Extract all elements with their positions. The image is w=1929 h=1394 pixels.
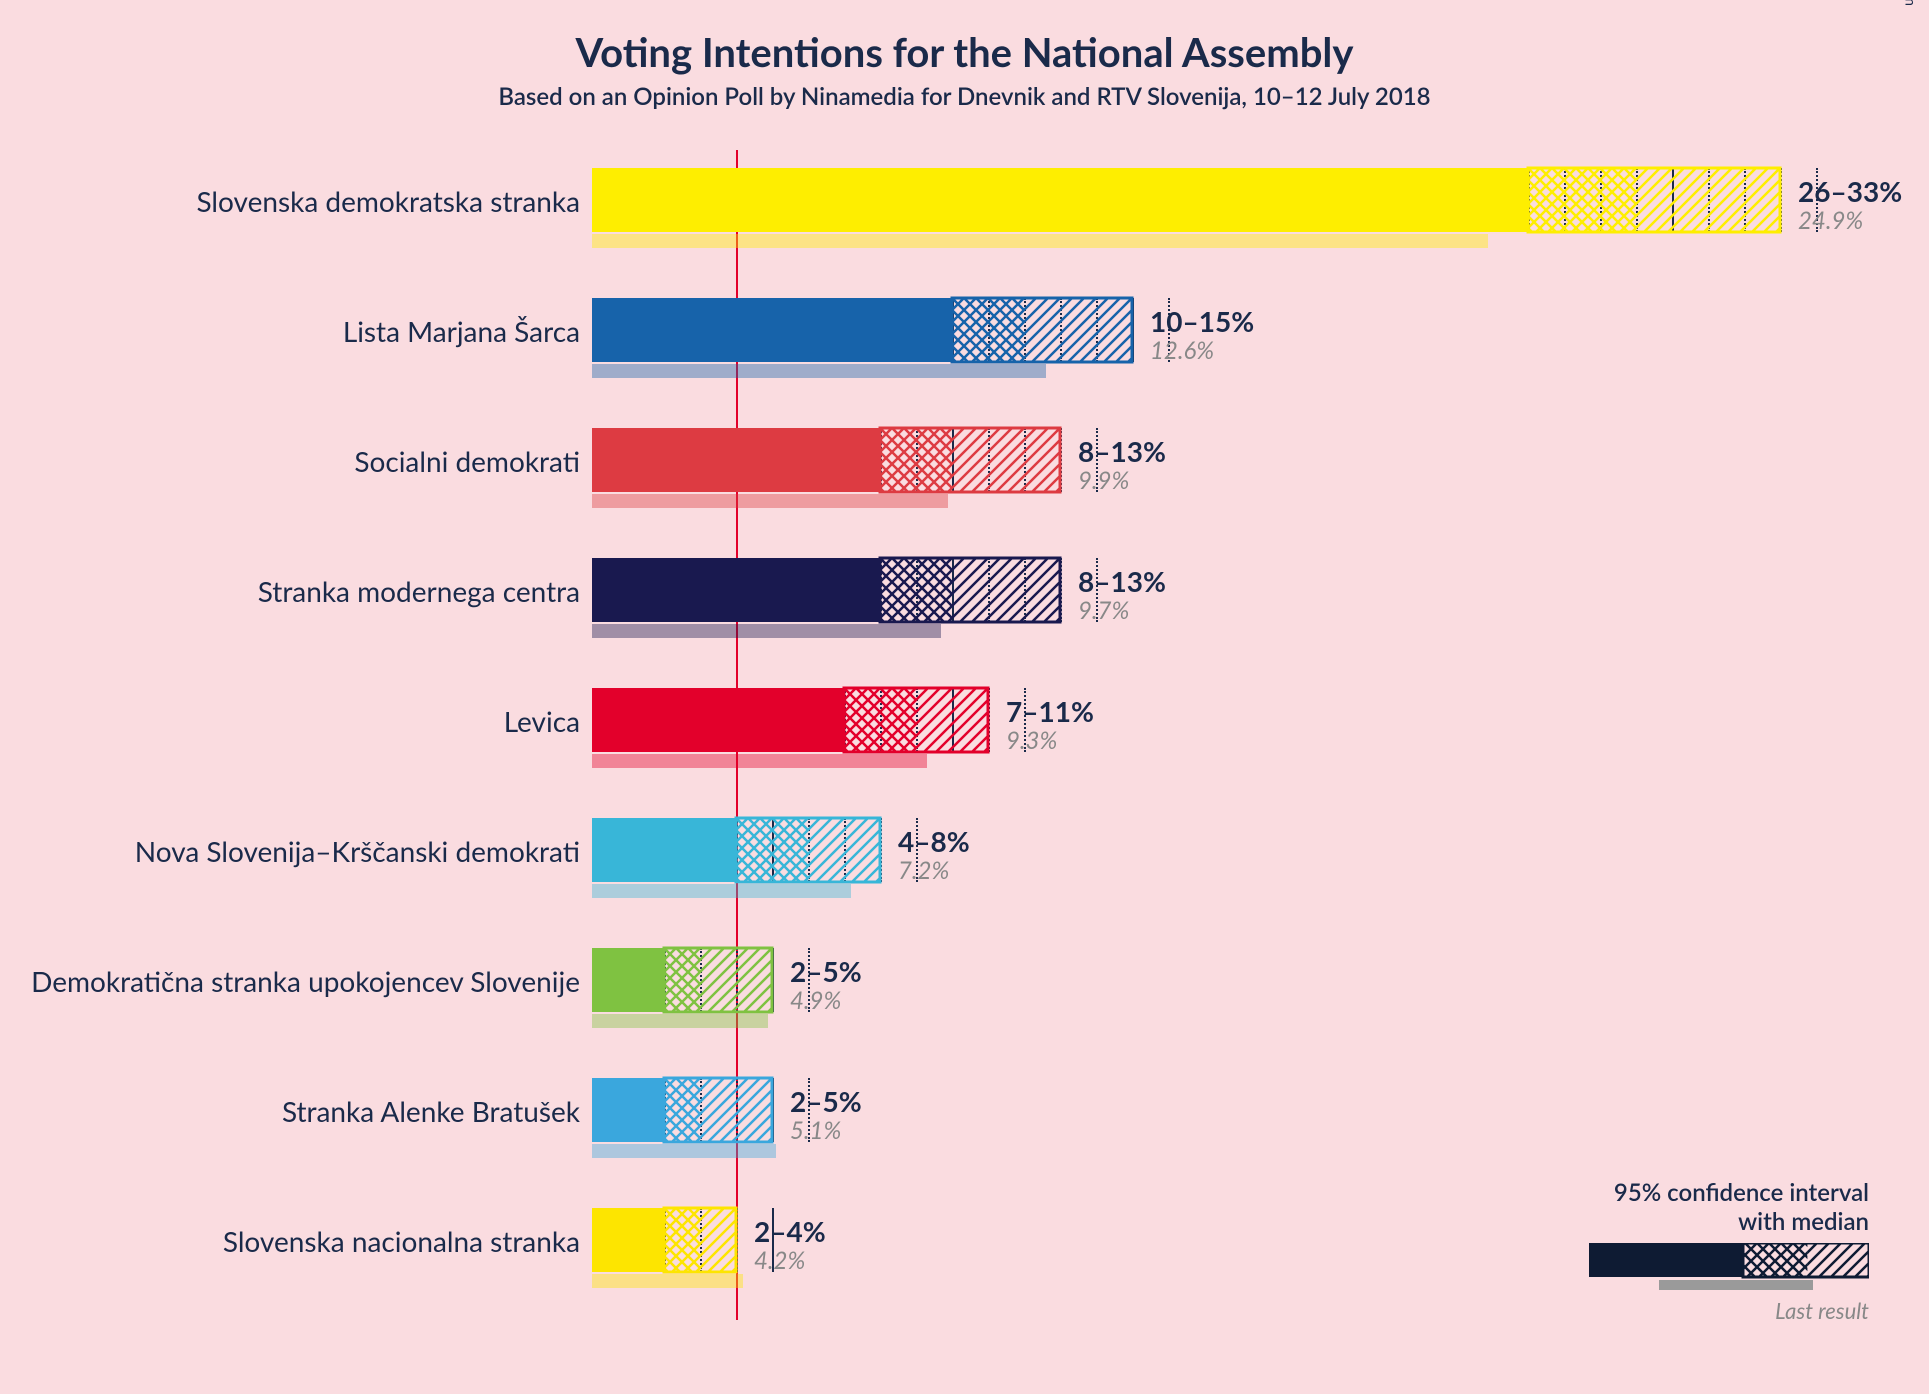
ci-bar bbox=[592, 1078, 776, 1142]
value-labels: 2–5%4.9% bbox=[790, 954, 862, 1015]
party-label: Stranka modernega centra bbox=[258, 574, 580, 608]
ci-bar bbox=[592, 1208, 740, 1272]
ci-bar bbox=[592, 948, 776, 1012]
bar-chart: Slovenska demokratska stranka 26–33%24.9… bbox=[0, 150, 1929, 1320]
party-row: Stranka modernega centra 8–13%9.7% bbox=[0, 540, 1929, 670]
last-label: 5.1% bbox=[790, 1116, 862, 1145]
ci-bar bbox=[592, 688, 992, 752]
party-row: Slovenska demokratska stranka 26–33%24.9… bbox=[0, 150, 1929, 280]
legend-ci-bar bbox=[1589, 1243, 1869, 1293]
last-result-bar bbox=[592, 1144, 776, 1158]
last-result-bar bbox=[592, 364, 1046, 378]
last-label: 24.9% bbox=[1798, 206, 1902, 235]
last-result-bar bbox=[592, 234, 1488, 248]
range-label: 7–11% bbox=[1006, 694, 1094, 728]
last-result-bar bbox=[592, 754, 927, 768]
last-label: 4.2% bbox=[754, 1246, 826, 1275]
last-result-bar bbox=[592, 624, 941, 638]
legend-title: 95% confidence interval with median bbox=[1589, 1179, 1869, 1237]
party-row: Demokratična stranka upokojencev Sloveni… bbox=[0, 930, 1929, 1060]
party-row: Socialni demokrati 8–13%9.9% bbox=[0, 410, 1929, 540]
party-row: Nova Slovenija–Krščanski demokrati 4–8%7… bbox=[0, 800, 1929, 930]
ci-bar bbox=[592, 168, 1784, 232]
last-label: 9.3% bbox=[1006, 726, 1094, 755]
party-label: Slovenska demokratska stranka bbox=[196, 184, 580, 218]
chart-title: Voting Intentions for the National Assem… bbox=[0, 0, 1929, 76]
last-result-bar bbox=[592, 884, 851, 898]
ci-bar bbox=[592, 428, 1064, 492]
ci-bar bbox=[592, 298, 1136, 362]
last-label: 4.9% bbox=[790, 986, 862, 1015]
ci-bar bbox=[592, 558, 1064, 622]
party-label: Stranka Alenke Bratušek bbox=[282, 1094, 580, 1128]
value-labels: 2–4%4.2% bbox=[754, 1214, 826, 1275]
range-label: 2–5% bbox=[790, 954, 862, 988]
last-label: 9.7% bbox=[1078, 596, 1166, 625]
range-label: 10–15% bbox=[1150, 304, 1254, 338]
value-labels: 4–8%7.2% bbox=[898, 824, 970, 885]
legend-bar bbox=[1589, 1243, 1869, 1293]
value-labels: 8–13%9.7% bbox=[1078, 564, 1166, 625]
ci-bar bbox=[592, 818, 884, 882]
party-label: Levica bbox=[504, 704, 580, 738]
range-label: 8–13% bbox=[1078, 434, 1166, 468]
party-label: Nova Slovenija–Krščanski demokrati bbox=[135, 834, 580, 868]
party-label: Socialni demokrati bbox=[354, 444, 580, 478]
legend: 95% confidence interval with median Last… bbox=[1589, 1179, 1869, 1324]
party-row: Levica 7–11%9.3% bbox=[0, 670, 1929, 800]
range-label: 2–4% bbox=[754, 1214, 826, 1248]
range-label: 4–8% bbox=[898, 824, 970, 858]
party-label: Slovenska nacionalna stranka bbox=[223, 1224, 580, 1258]
last-result-bar bbox=[592, 494, 948, 508]
range-label: 2–5% bbox=[790, 1084, 862, 1118]
last-result-bar bbox=[592, 1274, 743, 1288]
party-label: Demokratična stranka upokojencev Sloveni… bbox=[31, 964, 580, 998]
copyright-text: © 2018 Filip van Laenen bbox=[1902, 0, 1919, 6]
value-labels: 10–15%12.6% bbox=[1150, 304, 1254, 365]
last-result-bar bbox=[592, 1014, 768, 1028]
value-labels: 26–33%24.9% bbox=[1798, 174, 1902, 235]
party-row: Lista Marjana Šarca 10–15%12.6% bbox=[0, 280, 1929, 410]
value-labels: 2–5%5.1% bbox=[790, 1084, 862, 1145]
party-row: Stranka Alenke Bratušek 2–5%5.1% bbox=[0, 1060, 1929, 1190]
legend-last-label: Last result bbox=[1589, 1297, 1869, 1324]
value-labels: 7–11%9.3% bbox=[1006, 694, 1094, 755]
party-label: Lista Marjana Šarca bbox=[343, 314, 580, 348]
chart-subtitle: Based on an Opinion Poll by Ninamedia fo… bbox=[0, 82, 1929, 111]
last-label: 9.9% bbox=[1078, 466, 1166, 495]
last-label: 12.6% bbox=[1150, 336, 1254, 365]
last-label: 7.2% bbox=[898, 856, 970, 885]
range-label: 8–13% bbox=[1078, 564, 1166, 598]
legend-title-line1: 95% confidence interval bbox=[1614, 1178, 1869, 1207]
page: © 2018 Filip van Laenen Voting Intention… bbox=[0, 0, 1929, 1394]
legend-title-line2: with median bbox=[1738, 1207, 1869, 1236]
range-label: 26–33% bbox=[1798, 174, 1902, 208]
value-labels: 8–13%9.9% bbox=[1078, 434, 1166, 495]
